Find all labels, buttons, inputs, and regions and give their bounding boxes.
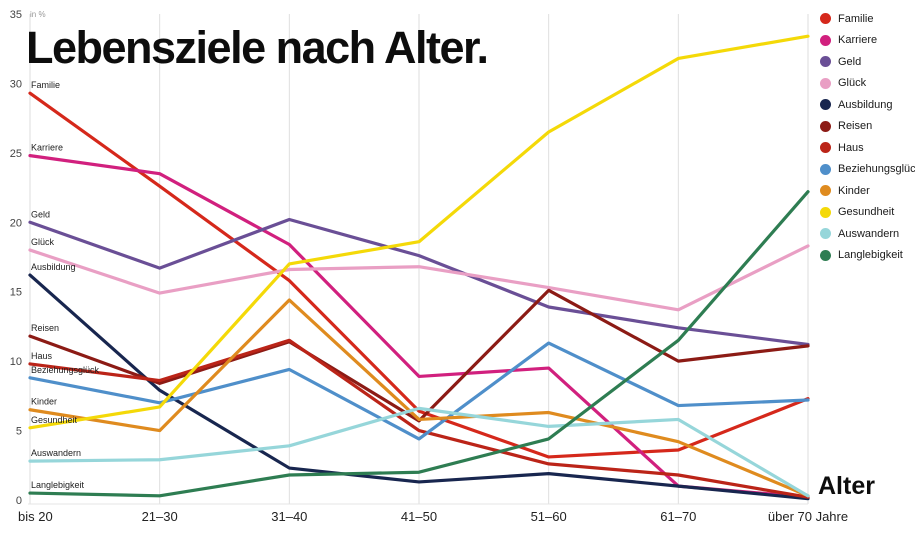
- series-start-label: Geld: [31, 209, 50, 219]
- legend-item-geld: Geld: [820, 51, 915, 73]
- legend-color-dot: [820, 228, 831, 240]
- y-tick-label: 0: [16, 495, 22, 507]
- x-tick-label: 41–50: [401, 509, 437, 524]
- y-tick-label: 30: [10, 78, 22, 90]
- legend-label: Reisen: [838, 120, 873, 133]
- x-tick-label: 61–70: [660, 509, 696, 524]
- legend-item-reisen: Reisen: [820, 116, 915, 138]
- legend-color-dot: [820, 142, 831, 154]
- legend-item-karriere: Karriere: [820, 30, 915, 52]
- series-start-label: Ausbildung: [31, 262, 76, 272]
- legend-label: Haus: [838, 141, 864, 154]
- y-tick-label: 5: [16, 426, 22, 438]
- y-tick-label: 25: [10, 148, 22, 160]
- series-start-label: Gesundheit: [31, 415, 78, 425]
- series-line-geld: [28, 217, 810, 347]
- y-tick-label: 35: [10, 9, 22, 21]
- series-start-label: Familie: [31, 80, 60, 90]
- x-tick-label: 21–30: [142, 509, 178, 524]
- legend-label: Ausbildung: [838, 98, 893, 111]
- legend-item-kinder: Kinder: [820, 180, 915, 202]
- series-line-kinder: [28, 298, 810, 498]
- legend-color-dot: [820, 185, 831, 197]
- series-line-gesundheit: [28, 34, 810, 430]
- legend-color-dot: [820, 13, 831, 25]
- x-tick-label: 31–40: [271, 509, 307, 524]
- legend-color-dot: [820, 206, 831, 218]
- x-tick-label: 51–60: [531, 509, 567, 524]
- series-start-label: Karriere: [31, 143, 63, 153]
- series-start-label: Langlebigkeit: [31, 480, 85, 490]
- legend-label: Karriere: [838, 34, 878, 47]
- y-tick-label: 20: [10, 217, 22, 229]
- series-line-glück: [28, 244, 810, 312]
- series-line-auswandern: [28, 406, 810, 498]
- series-start-label: Reisen: [31, 323, 59, 333]
- legend-item-familie: Familie: [820, 8, 915, 30]
- y-tick-label: 10: [10, 356, 22, 368]
- series-line-familie: [28, 91, 810, 459]
- x-axis-title: Alter: [818, 472, 875, 500]
- legend-color-dot: [820, 77, 831, 89]
- x-tick-label: bis 20: [18, 509, 53, 524]
- series-start-label: Glück: [31, 237, 55, 247]
- legend-color-dot: [820, 34, 831, 46]
- legend-label: Langlebigkeit: [838, 249, 903, 262]
- legend-item-auswandern: Auswandern: [820, 223, 915, 245]
- y-tick-label: 15: [10, 287, 22, 299]
- legend-item-glück: Glück: [820, 73, 915, 95]
- series-line-beziehungsglück: [28, 341, 810, 441]
- series-start-label: Haus: [31, 351, 53, 361]
- legend-label: Beziehungsglück: [838, 163, 915, 176]
- series-line-langlebigkeit: [28, 190, 810, 498]
- legend-label: Gesundheit: [838, 206, 895, 219]
- legend-color-dot: [820, 99, 831, 111]
- series-start-label: Kinder: [31, 397, 57, 407]
- legend-item-gesundheit: Gesundheit: [820, 202, 915, 224]
- legend: Familie Karriere Geld Glück Ausbildung Reisen…: [820, 8, 915, 266]
- legend-item-beziehungsglück: Beziehungsglück: [820, 159, 915, 181]
- x-tick-label: über 70 Jahre: [768, 509, 848, 524]
- legend-label: Geld: [838, 55, 862, 68]
- legend-label: Kinder: [838, 184, 870, 197]
- series-line-ausbildung: [28, 273, 810, 501]
- legend-item-ausbildung: Ausbildung: [820, 94, 915, 116]
- legend-color-dot: [820, 56, 831, 68]
- y-axis-unit-label: in %: [30, 10, 46, 19]
- legend-color-dot: [820, 163, 831, 175]
- series-line-haus: [28, 338, 810, 499]
- legend-label: Glück: [838, 77, 867, 90]
- legend-color-dot: [820, 249, 831, 261]
- legend-color-dot: [820, 120, 831, 132]
- legend-label: Auswandern: [838, 227, 900, 240]
- legend-label: Familie: [838, 12, 874, 25]
- legend-item-haus: Haus: [820, 137, 915, 159]
- series-start-label: Auswandern: [31, 448, 81, 458]
- chart-title: Lebensziele nach Alter.: [26, 22, 489, 73]
- series-start-label: Beziehungsglück: [31, 365, 100, 375]
- legend-item-langlebigkeit: Langlebigkeit: [820, 245, 915, 267]
